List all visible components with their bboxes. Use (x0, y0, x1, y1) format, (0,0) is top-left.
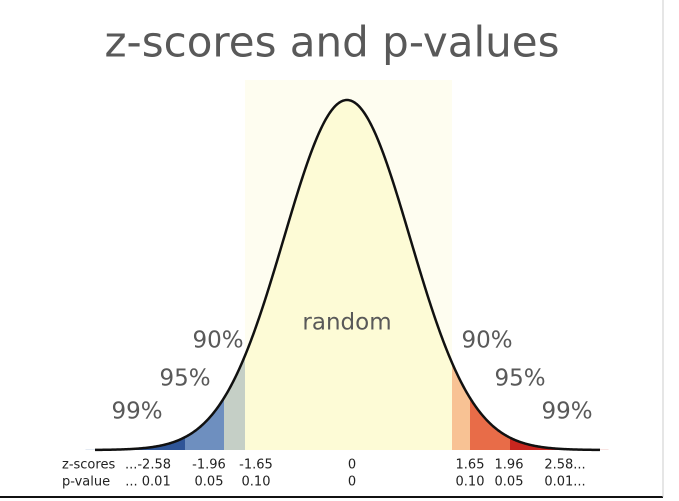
table-cell: 0.05 (495, 475, 524, 490)
table-cell: 2.58... (544, 458, 585, 473)
table-cell: 0 (348, 475, 356, 490)
table-cell: 0 (348, 458, 356, 473)
right-label: 90% (461, 328, 512, 354)
title: z-scores and p-values (105, 18, 560, 67)
table-cell: 1.65 (456, 458, 485, 473)
row-header: z-scores (62, 458, 115, 473)
region (224, 355, 245, 450)
table-cell: ... 0.01 (125, 475, 170, 490)
region (452, 362, 470, 450)
row-header: p-value (62, 475, 110, 490)
left-label: 99% (111, 399, 162, 425)
table-cell: -1.65 (239, 458, 273, 473)
left-label: 95% (159, 366, 210, 392)
table-cell: 0.05 (195, 475, 224, 490)
center-label: random (302, 310, 391, 336)
normal-curve (94, 98, 601, 452)
table-cell: 0.10 (456, 475, 485, 490)
table-cell: -1.96 (192, 458, 226, 473)
table-cell: 0.10 (242, 475, 271, 490)
table-cell: ...-2.58 (125, 458, 171, 473)
right-label: 95% (494, 366, 545, 392)
left-label: 90% (192, 328, 243, 354)
table-cell: 0.01... (544, 475, 585, 490)
region (510, 437, 640, 450)
region (60, 437, 185, 450)
table-cell: 1.96 (495, 458, 524, 473)
right-label: 99% (541, 399, 592, 425)
region (245, 100, 452, 450)
